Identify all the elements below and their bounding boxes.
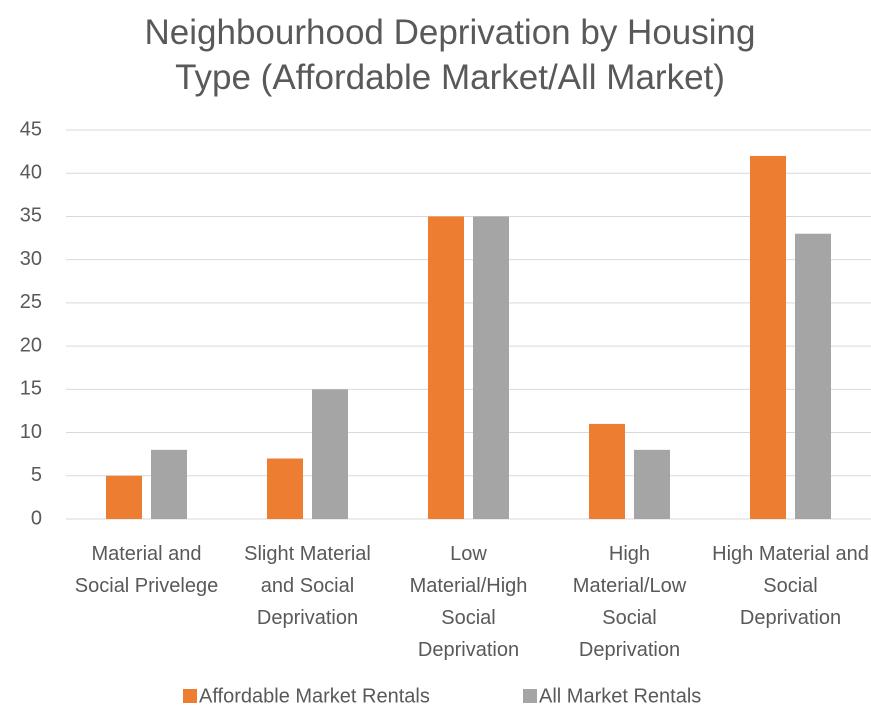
bar <box>795 233 831 519</box>
bar <box>473 216 509 519</box>
bar <box>428 216 464 519</box>
bar <box>151 449 187 519</box>
bar <box>750 155 786 519</box>
bar <box>106 475 142 519</box>
legend-label: Affordable Market Rentals <box>199 685 430 707</box>
legend-swatch <box>183 689 197 703</box>
y-tick-label: 5 <box>31 464 42 486</box>
bar <box>634 449 670 519</box>
y-tick-label: 25 <box>20 291 42 313</box>
bar <box>267 458 303 519</box>
chart-title: Neighbourhood Deprivation by Housing Typ… <box>144 13 756 97</box>
y-tick-label: 10 <box>20 421 42 443</box>
bar <box>589 423 625 519</box>
legend-swatch <box>523 689 537 703</box>
x-tick-label: High Material/Low Social Deprivation <box>572 543 687 661</box>
y-tick-label: 30 <box>20 248 42 270</box>
x-tick-label: Material and Social Privelege <box>74 543 219 597</box>
x-tick-label: High Material and Social Deprivation <box>712 543 869 629</box>
y-tick-label: 35 <box>20 205 42 227</box>
y-tick-label: 15 <box>20 378 42 400</box>
bar <box>312 389 348 519</box>
y-tick-label: 45 <box>20 118 42 140</box>
legend-label: All Market Rentals <box>539 685 701 707</box>
y-tick-label: 20 <box>20 334 42 356</box>
y-tick-label: 40 <box>20 162 42 184</box>
x-tick-label: Slight Material and Social Deprivation <box>244 543 371 629</box>
x-tick-label: Low Material/High Social Deprivation <box>409 543 528 661</box>
y-tick-label: 0 <box>31 507 42 529</box>
